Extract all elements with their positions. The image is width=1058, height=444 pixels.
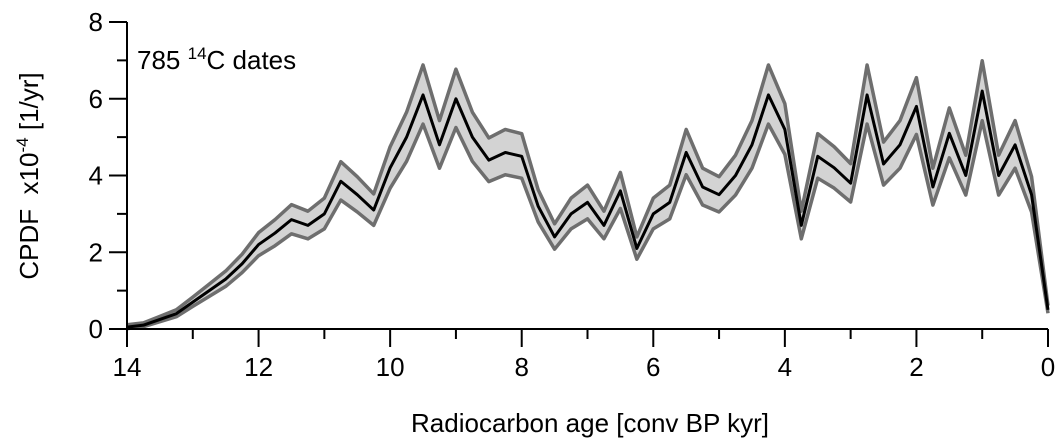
annotation-text: 785	[137, 45, 188, 75]
series-line	[126, 89, 1050, 329]
y-tick-label: 6	[89, 84, 103, 114]
y-label-text: CPDF x10	[14, 152, 44, 279]
annotation: 785 14C dates	[137, 44, 296, 75]
x-tick-label: 0	[1041, 352, 1055, 382]
x-tick-label: 14	[113, 352, 142, 382]
y-tick-label: 0	[89, 314, 103, 344]
annotation-suffix: C dates	[207, 45, 297, 75]
y-tick-label: 8	[89, 7, 103, 37]
y-label-sup: -4	[13, 137, 32, 152]
x-tick-label: 2	[909, 352, 923, 382]
x-tick-label: 4	[778, 352, 792, 382]
band-fill	[127, 60, 1048, 329]
y-tick-label: 2	[89, 237, 103, 267]
x-tick-label: 6	[646, 352, 660, 382]
series-line	[126, 59, 1050, 327]
x-tick-label: 10	[376, 352, 405, 382]
x-axis-label: Radiocarbon age [conv BP kyr]	[411, 408, 769, 438]
y-label-suffix: [1/yr]	[14, 72, 44, 137]
series-line	[126, 118, 1050, 331]
x-tick-label: 12	[244, 352, 273, 382]
annotation-sup: 14	[188, 44, 207, 63]
y-tick-label: 4	[89, 161, 103, 191]
x-tick-label: 8	[514, 352, 528, 382]
y-axis-label: CPDF x10-4 [1/yr]	[13, 72, 44, 279]
